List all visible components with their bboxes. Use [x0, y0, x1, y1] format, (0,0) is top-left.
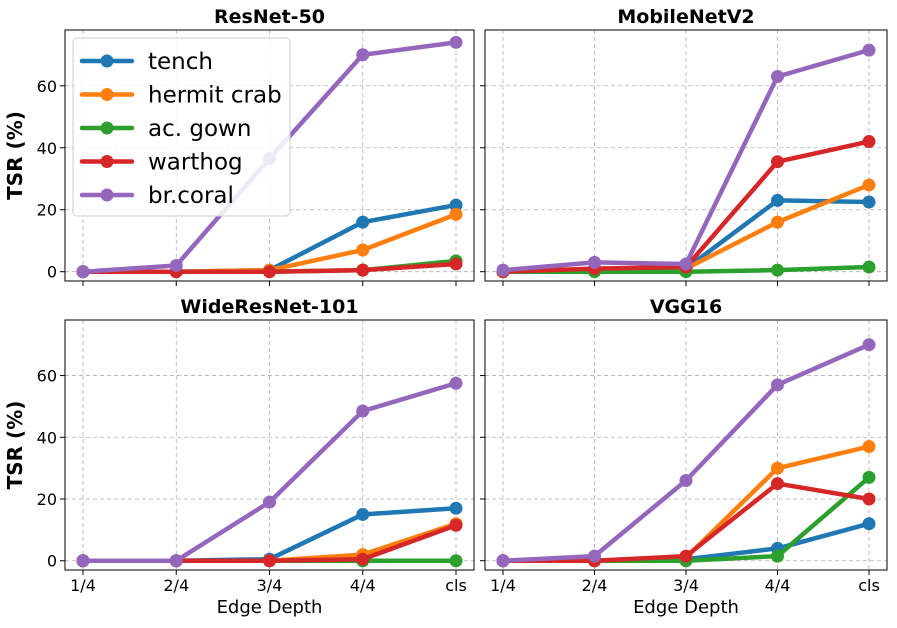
- legend-marker: [100, 188, 114, 202]
- data-point: [449, 35, 463, 49]
- data-point: [449, 198, 463, 212]
- data-point: [862, 338, 876, 352]
- x-tick-label: cls: [445, 576, 467, 595]
- y-tick-label: 0: [47, 263, 57, 282]
- panel-2: 0 20 40 60 1/4 2/4 3/4 4/4 cls WideResNet-101 TSR …: [3, 296, 475, 618]
- x-tick-label: 4/4: [350, 576, 376, 595]
- data-point: [771, 193, 784, 207]
- y-tick-label: 0: [47, 552, 57, 571]
- x-tick-label: 1/4: [490, 576, 516, 595]
- data-point: [356, 48, 370, 62]
- x-tick-label: 3/4: [673, 576, 699, 595]
- data-point: [496, 554, 510, 568]
- x-axis-label: Edge Depth: [217, 597, 323, 618]
- data-point: [862, 178, 876, 192]
- data-point: [771, 378, 784, 392]
- data-point: [449, 207, 463, 221]
- x-tick-label: cls: [858, 576, 880, 595]
- data-point: [356, 507, 370, 521]
- data-point: [862, 440, 876, 454]
- panel-title: VGG16: [650, 296, 722, 318]
- legend-box: [72, 37, 291, 217]
- y-tick-label: 40: [37, 428, 57, 447]
- panel-3: 1/4 2/4 3/4 4/4 cls VGG16 Edge Depth: [480, 296, 888, 618]
- data-point: [356, 404, 370, 418]
- data-point: [771, 155, 784, 169]
- legend-label: tench: [148, 49, 213, 75]
- data-point: [862, 195, 876, 209]
- data-point: [771, 461, 784, 475]
- y-tick-label: 20: [37, 490, 57, 509]
- data-point: [771, 477, 784, 491]
- data-point: [862, 492, 876, 506]
- legend-marker: [100, 54, 114, 68]
- x-tick-label: 3/4: [257, 576, 283, 595]
- x-tick-label: 1/4: [70, 576, 96, 595]
- data-point: [771, 549, 784, 563]
- data-point: [771, 69, 784, 83]
- data-point: [449, 376, 463, 390]
- legend-marker: [100, 121, 114, 135]
- data-point: [449, 501, 463, 515]
- x-tick-label: 2/4: [163, 576, 189, 595]
- data-point: [679, 473, 693, 487]
- data-point: [169, 554, 183, 568]
- legend-label: ac. gown: [148, 116, 251, 142]
- data-point: [263, 554, 276, 568]
- x-axis-label: Edge Depth: [633, 597, 739, 618]
- panel-title: MobileNetV2: [617, 6, 754, 28]
- data-point: [449, 518, 463, 532]
- y-tick-label: 40: [37, 139, 57, 158]
- data-point: [263, 495, 276, 509]
- panel-title: ResNet-50: [214, 6, 325, 28]
- data-point: [771, 215, 784, 229]
- data-point: [356, 215, 370, 229]
- y-tick-label: 20: [37, 201, 57, 220]
- data-point: [496, 263, 510, 277]
- legend-label: hermit crab: [148, 83, 282, 109]
- data-point: [356, 263, 370, 277]
- data-point: [169, 259, 183, 273]
- data-point: [679, 257, 693, 271]
- y-axis-label: TSR (%): [3, 111, 27, 200]
- data-point: [263, 265, 276, 279]
- data-point: [862, 260, 876, 274]
- data-point: [862, 43, 876, 57]
- data-point: [862, 517, 876, 531]
- y-tick-label: 60: [37, 367, 57, 386]
- legend-label: warthog: [148, 150, 243, 176]
- x-tick-label: 2/4: [582, 576, 608, 595]
- legend-label: br.coral: [148, 183, 234, 209]
- data-point: [356, 552, 370, 566]
- data-point: [679, 549, 693, 563]
- data-point: [771, 263, 784, 277]
- panel-0: 0 20 40 60 ResNet-50 TSR (%) tench hermit crab a…: [3, 6, 475, 286]
- data-point: [588, 549, 601, 563]
- panel-title: WideResNet-101: [180, 296, 358, 318]
- legend-marker: [100, 88, 114, 101]
- legend-marker: [100, 155, 114, 168]
- legend: tench hermit crab ac. gown warthog br.coral: [72, 37, 291, 217]
- data-point: [449, 257, 463, 271]
- data-point: [862, 135, 876, 149]
- panel-1: MobileNetV2: [480, 6, 888, 286]
- data-point: [862, 470, 876, 484]
- x-tick-label: 4/4: [765, 576, 791, 595]
- data-point: [76, 554, 90, 568]
- data-point: [588, 255, 601, 269]
- data-point: [449, 554, 463, 568]
- data-point: [356, 243, 370, 257]
- y-tick-label: 60: [37, 77, 57, 96]
- y-axis-label: TSR (%): [3, 401, 27, 490]
- data-point: [76, 265, 90, 279]
